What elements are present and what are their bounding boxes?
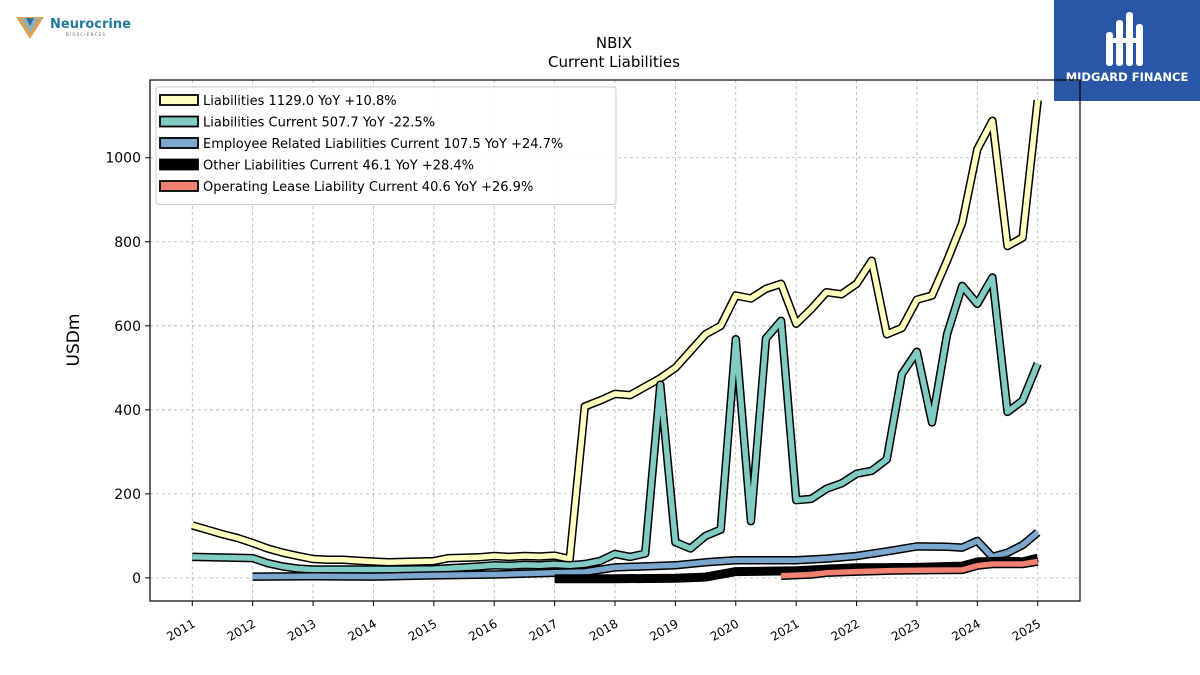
legend-swatch	[159, 94, 199, 106]
x-tick-label: 2018	[587, 616, 620, 643]
x-tick-label: 2019	[647, 616, 680, 643]
x-tick-label: 2023	[889, 616, 922, 643]
y-tick-label: 800	[114, 235, 141, 251]
legend-label: Liabilities Current 507.7 YoY -22.5%	[203, 116, 435, 131]
series-line	[252, 530, 1040, 580]
chart-subtitle: Current Liabilities	[548, 53, 680, 71]
series-line	[780, 558, 1039, 579]
x-tick-label: 2011	[164, 616, 197, 643]
y-tick-label: 200	[114, 487, 141, 503]
midgard-brand-text: MIDGARD FINANCE	[1065, 70, 1189, 84]
y-tick-label: 1000	[105, 151, 141, 167]
legend-box	[155, 86, 617, 205]
legend-swatch	[159, 137, 199, 149]
x-tick-label: 2024	[949, 616, 982, 643]
x-tick-label: 2025	[1010, 616, 1043, 643]
x-tick-label: 2013	[285, 616, 318, 643]
midgard-emblem-icon	[1106, 12, 1143, 66]
legend-label: Liabilities 1129.0 YoY +10.8%	[203, 94, 397, 109]
legend-label: Other Liabilities Current 46.1 YoY +28.4…	[203, 159, 474, 174]
neurocrine-tagline: BIOSCIENCES	[66, 32, 106, 37]
legend-swatch	[159, 180, 199, 192]
neurocrine-triangle-icon	[16, 17, 44, 39]
x-tick-label: 2016	[466, 616, 499, 643]
x-tick-label: 2015	[406, 616, 439, 643]
y-tick-label: 0	[132, 571, 141, 587]
x-tick-label: 2022	[829, 616, 862, 643]
series-line	[191, 99, 1041, 566]
neurocrine-wordmark: Neurocrine	[50, 17, 131, 32]
x-tick-label: 2017	[527, 616, 560, 643]
legend-swatch	[159, 158, 199, 171]
y-tick-label: 600	[114, 319, 141, 335]
legend-label: Operating Lease Liability Current 40.6 Y…	[203, 180, 533, 195]
legend-swatch	[159, 115, 199, 128]
x-tick-label: 2021	[768, 616, 801, 643]
series-line	[192, 274, 1041, 573]
legend-label: Employee Related Liabilities Current 107…	[203, 137, 563, 152]
midgard-finance-logo: MIDGARD FINANCE	[1054, 0, 1200, 101]
x-tick-label: 2014	[345, 616, 378, 643]
x-tick-label: 2020	[708, 616, 741, 643]
y-tick-label: 400	[114, 403, 141, 419]
neurocrine-logo: Neurocrine BIOSCIENCES	[14, 12, 144, 42]
chart-title: NBIX	[596, 34, 632, 52]
y-axis-label: USDm	[64, 314, 84, 367]
x-tick-label: 2012	[225, 616, 258, 643]
